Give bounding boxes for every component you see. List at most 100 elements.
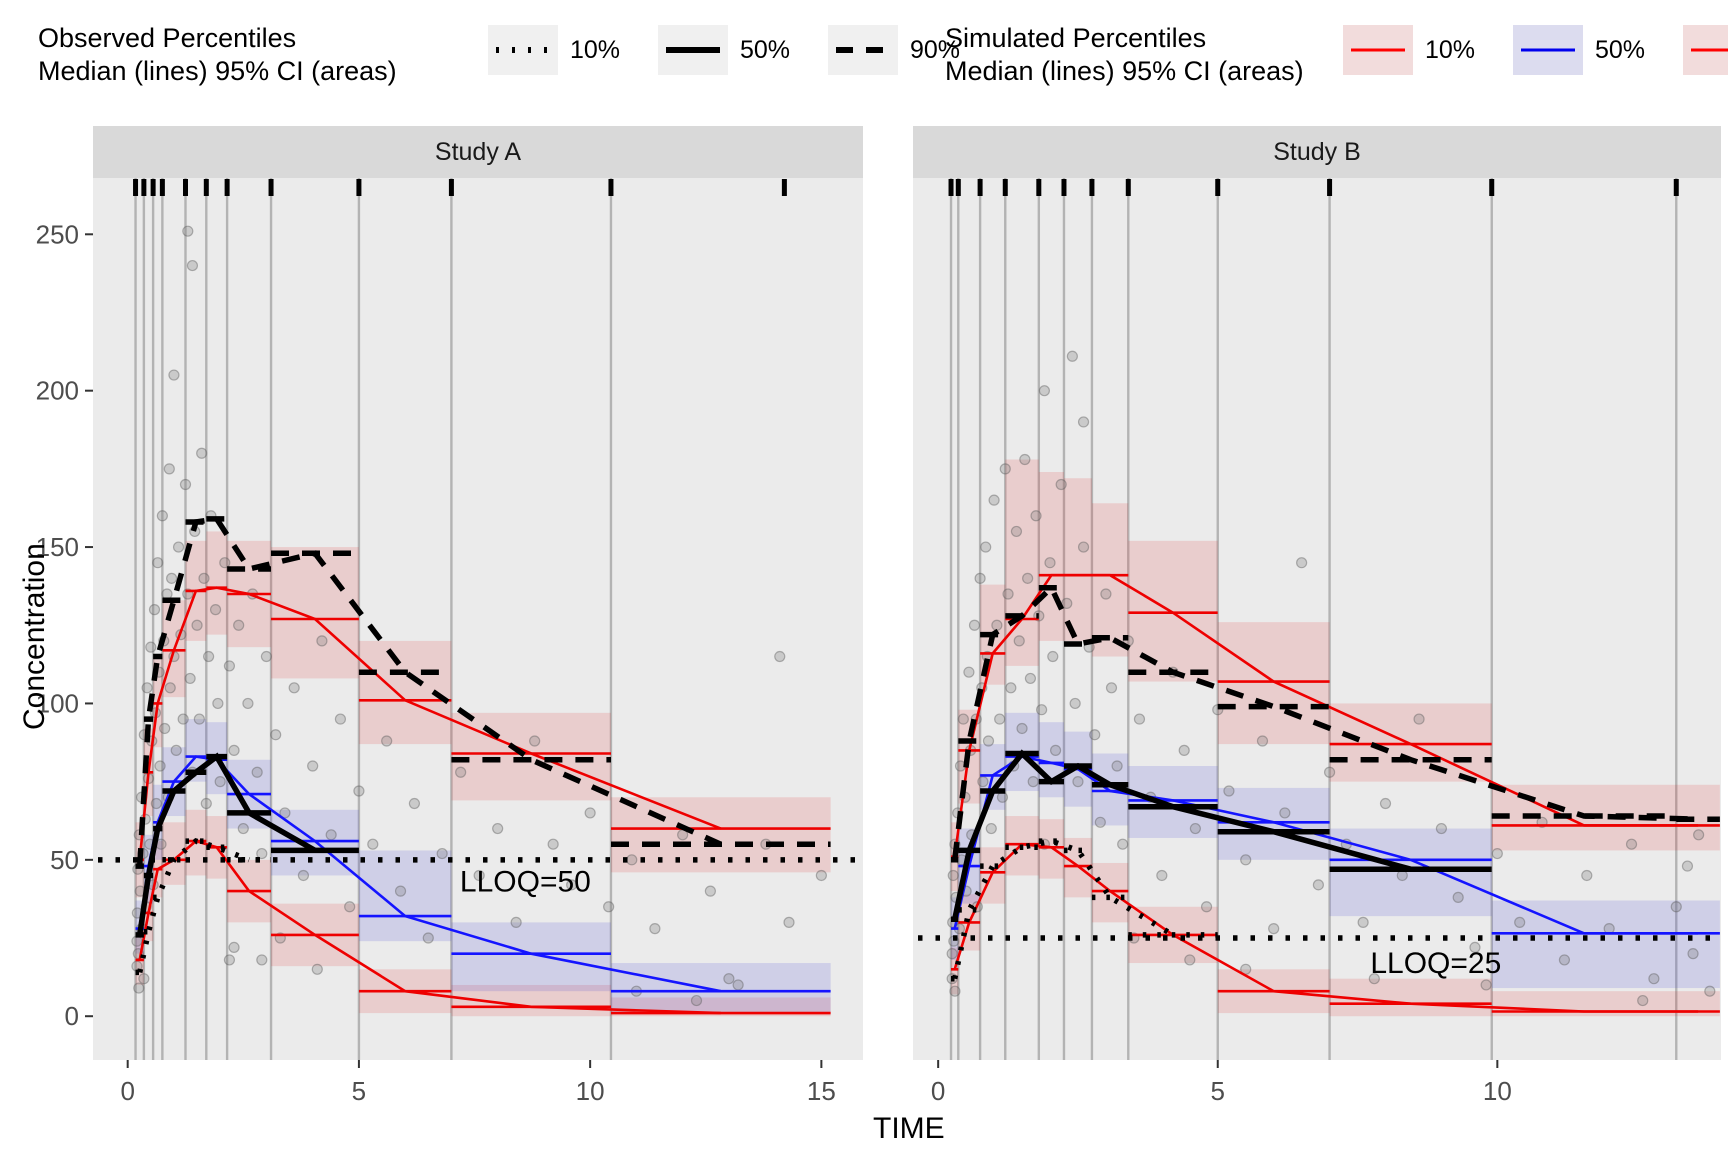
y-axis-tick-label: 50 — [50, 845, 79, 875]
observation-point — [1019, 453, 1031, 466]
observation-point — [957, 713, 969, 725]
observation-point — [152, 557, 164, 569]
sim-p90-ci-area — [1063, 478, 1092, 641]
observation-point — [649, 923, 661, 935]
observation-point — [394, 885, 407, 897]
observation-point — [138, 973, 150, 985]
legend-label: 10% — [570, 36, 621, 64]
observation-point — [968, 619, 981, 631]
sim-p90-ci-area — [206, 531, 228, 635]
observation-point — [1357, 916, 1369, 928]
observation-point — [949, 985, 961, 997]
observation-point — [1189, 822, 1201, 835]
observation-point — [242, 697, 254, 710]
observation-point — [133, 982, 145, 994]
x-axis-tick-label: 15 — [807, 1076, 836, 1106]
observation-point — [256, 847, 268, 860]
observation-point — [1240, 854, 1252, 866]
panel-background — [913, 178, 1721, 1060]
observation-point — [1435, 822, 1448, 835]
observation-point — [1027, 776, 1039, 788]
observation-point — [980, 541, 992, 553]
lloq-label: LLOQ=25 — [1370, 947, 1501, 980]
y-axis-tick-label: 200 — [36, 376, 79, 406]
obs-p50-line — [136, 752, 317, 936]
observation-point — [455, 766, 467, 778]
observation-point — [1413, 713, 1425, 725]
facet-strip-label: Study A — [435, 138, 521, 166]
observation-point — [1268, 923, 1280, 935]
legend-key-50pct — [1513, 25, 1583, 75]
observation-point — [193, 713, 205, 725]
observation-point — [150, 797, 162, 810]
observation-point — [168, 369, 180, 381]
x-axis-tick-label: 5 — [352, 1076, 366, 1106]
observation-point — [436, 847, 448, 860]
observation-point — [1469, 941, 1481, 954]
y-axis-tick-label: 250 — [36, 219, 79, 249]
obs-p90-line — [136, 515, 722, 867]
observation-point — [723, 973, 735, 985]
observation-point — [219, 557, 231, 569]
observation-point — [1178, 744, 1190, 756]
observation-point — [1687, 948, 1699, 960]
observation-point — [1279, 807, 1291, 819]
observation-point — [223, 954, 236, 966]
observation-point — [1491, 847, 1503, 860]
observation-point — [783, 916, 795, 928]
sim-p10-median-line — [138, 839, 721, 1015]
observation-point — [198, 572, 210, 584]
observation-point — [1044, 557, 1056, 569]
sim-p10-median-line — [953, 842, 1699, 1013]
observation-point — [584, 807, 596, 819]
observation-point — [1396, 869, 1408, 882]
observation-point — [237, 822, 249, 835]
observation-point — [1069, 697, 1081, 710]
observation-point — [156, 510, 168, 522]
observation-point — [1036, 704, 1048, 716]
observation-point — [982, 735, 995, 747]
observation-point — [1094, 816, 1106, 828]
observation-point — [170, 744, 182, 756]
observation-point — [1072, 776, 1084, 788]
observation-point — [311, 963, 323, 975]
observation-point — [154, 760, 166, 772]
observation-point — [1480, 979, 1492, 991]
observation-point — [1200, 901, 1213, 913]
facet-strip-label: Study B — [1273, 138, 1361, 166]
legend-key-extra — [1683, 25, 1728, 75]
observation-point — [182, 225, 194, 237]
observation-point — [988, 494, 1000, 506]
observation-point — [1005, 682, 1017, 694]
observation-point — [260, 650, 273, 663]
observation-point — [1016, 722, 1028, 735]
legend-key-90pct — [828, 25, 898, 75]
sim-p90-median-line — [138, 586, 722, 860]
observation-point — [316, 635, 328, 647]
obs-p10-segments — [951, 838, 1218, 982]
observation-point — [985, 822, 997, 835]
observation-point — [184, 672, 196, 685]
facet-strip — [93, 126, 863, 178]
observation-point — [1002, 588, 1014, 600]
panel-background — [93, 178, 863, 1060]
observation-point — [203, 650, 215, 663]
observation-point — [492, 822, 504, 835]
sim-p50-ci-area — [1329, 828, 1492, 917]
observation-point — [690, 994, 703, 1007]
observation-point — [1013, 635, 1025, 647]
observation-point — [1100, 588, 1112, 600]
observation-point — [1558, 954, 1571, 966]
observation-point — [946, 948, 958, 960]
sim-p90-ci-area — [1038, 472, 1064, 641]
observation-point — [164, 682, 176, 694]
observation-point — [996, 791, 1009, 803]
observation-point — [774, 650, 786, 663]
sim-p50-ci-area — [451, 922, 611, 992]
observed-legend-title-line2: Median (lines) 95% CI (areas) — [38, 55, 397, 86]
observation-point — [991, 619, 1003, 631]
sim-p50-ci-area — [1676, 900, 1720, 989]
sim-p10-ci-area — [951, 947, 959, 995]
y-axis-tick-label: 100 — [36, 688, 79, 718]
